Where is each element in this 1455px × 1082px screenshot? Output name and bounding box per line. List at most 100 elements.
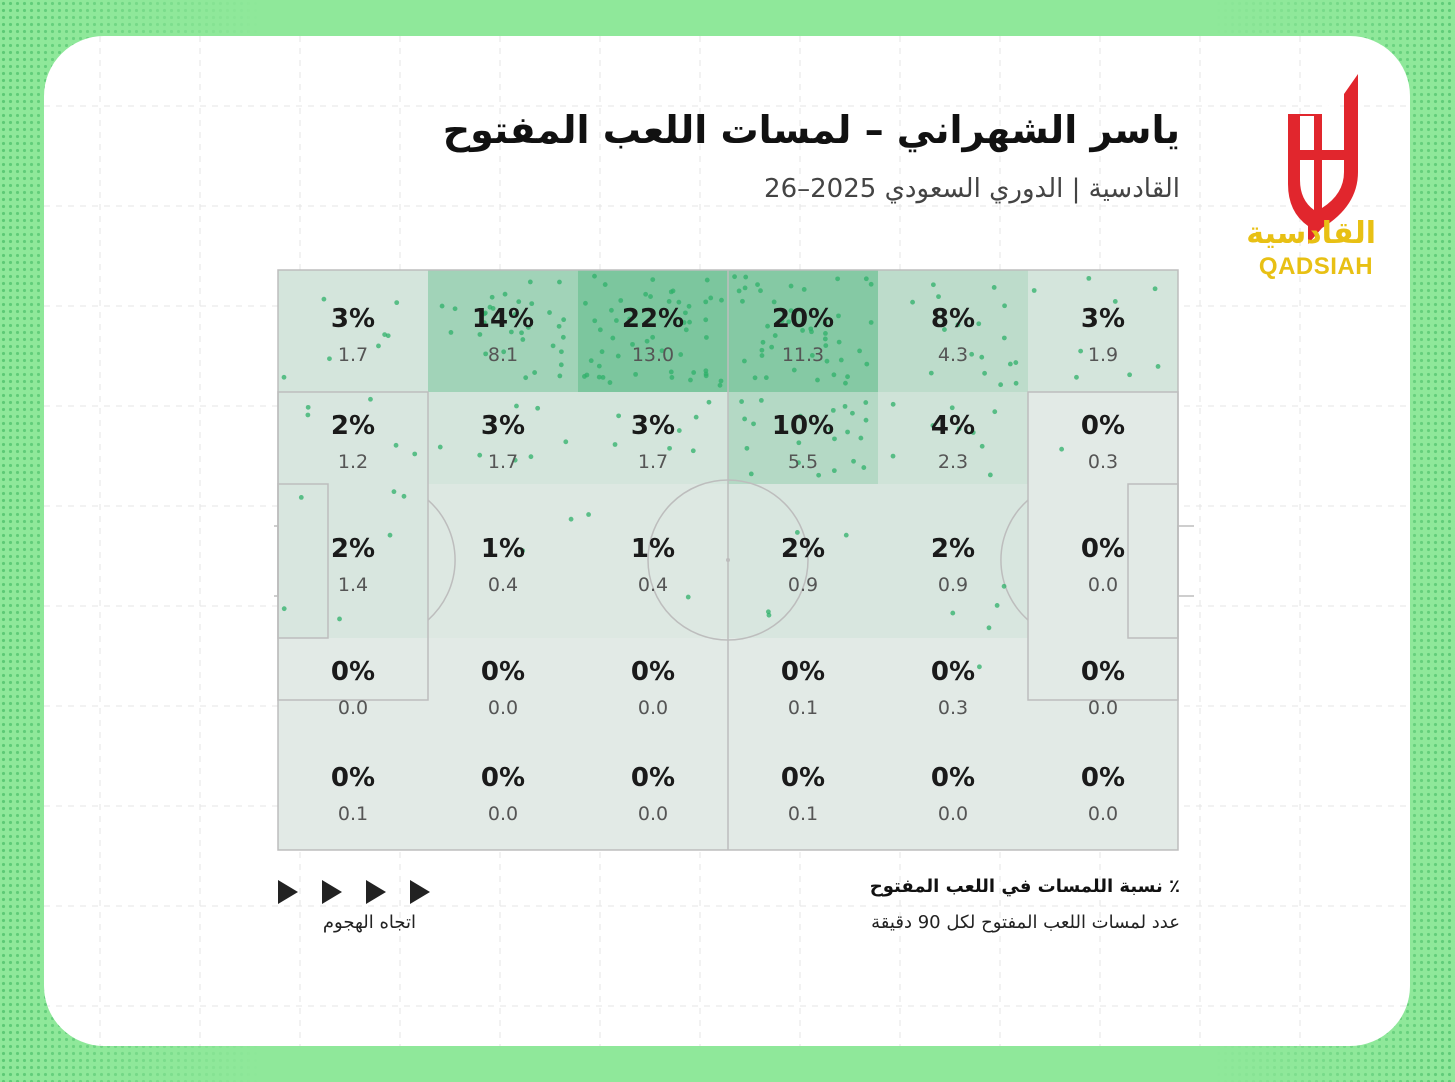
touch-dot	[796, 460, 801, 466]
cell-percentage: 3%	[331, 304, 375, 334]
touch-dot	[788, 308, 794, 313]
touch-dot	[868, 281, 874, 287]
touch-dot	[670, 288, 676, 294]
touch-dot	[659, 348, 665, 354]
touch-dot	[808, 326, 814, 332]
touch-dot	[831, 468, 837, 474]
touch-dot	[683, 310, 688, 316]
touch-dot	[758, 288, 763, 294]
touch-dot	[704, 277, 710, 283]
touch-dot	[836, 313, 841, 319]
touch-dot	[744, 445, 750, 451]
touch-dot	[928, 370, 934, 376]
cell-percentage: 0%	[1081, 534, 1125, 564]
heatmap-cell	[278, 730, 428, 850]
touch-dot	[857, 348, 862, 354]
touch-dot	[706, 399, 712, 405]
page-title: ياسر الشهراني – لمسات اللعب المفتوح	[442, 108, 1180, 152]
touch-dot	[676, 299, 682, 305]
touch-dot	[627, 316, 633, 322]
touch-dot	[483, 351, 489, 357]
touch-dot	[609, 307, 614, 313]
touch-dot	[845, 374, 850, 380]
cell-per90: 0.0	[1088, 574, 1118, 596]
touch-dot	[740, 298, 745, 304]
cell-per90: 0.0	[338, 697, 368, 719]
touch-dot	[801, 287, 807, 292]
heatmap-cell	[428, 392, 578, 484]
cell-percentage: 0%	[631, 657, 675, 687]
touch-dot	[755, 282, 760, 287]
touch-dot	[863, 276, 869, 282]
touch-dot	[532, 370, 538, 375]
touch-dot	[863, 417, 869, 423]
touch-dot	[644, 338, 650, 344]
cell-percentage: 1%	[481, 534, 525, 564]
touch-dot	[703, 368, 709, 374]
touch-dot	[976, 321, 982, 327]
heatmap-cell	[428, 730, 578, 850]
touch-dot	[528, 454, 534, 460]
heatmap-cell	[1028, 270, 1178, 392]
touch-dot	[592, 318, 598, 324]
cell-percentage: 10%	[772, 411, 834, 441]
touch-dot	[648, 294, 653, 299]
cell-percentage: 0%	[481, 763, 525, 793]
touch-dot	[796, 440, 802, 446]
cell-per90: 0.3	[938, 697, 968, 719]
touch-dot	[650, 277, 656, 283]
touch-dot	[831, 372, 837, 378]
cell-per90: 4.3	[938, 344, 968, 366]
touch-dot	[690, 448, 696, 454]
touch-dot	[1001, 335, 1007, 341]
cell-per90: 1.9	[1088, 344, 1118, 366]
heatmap-cell	[1028, 484, 1178, 638]
heatmap-cell	[578, 730, 728, 850]
touch-dot	[955, 322, 961, 328]
touch-dot	[786, 319, 792, 325]
cell-percentage: 2%	[781, 534, 825, 564]
touch-dot	[890, 453, 896, 459]
touch-dot	[393, 442, 399, 448]
touch-dot	[703, 317, 709, 323]
touch-dot	[281, 374, 287, 380]
touch-dot	[633, 371, 639, 377]
touch-dot	[823, 343, 829, 349]
heatmap-cell	[578, 392, 728, 484]
touch-dot	[613, 318, 619, 323]
touch-dot	[732, 274, 737, 280]
touch-dot	[794, 530, 800, 535]
cell-percentage: 0%	[1081, 763, 1125, 793]
touch-dot	[683, 327, 689, 333]
touch-dot	[439, 303, 445, 309]
touch-dot	[643, 291, 649, 297]
touch-dot	[668, 369, 674, 375]
penalty-arc-left	[427, 499, 456, 621]
touch-dot	[758, 397, 764, 403]
legend-subtitle: عدد لمسات اللعب المفتوح لكل 90 دقيقة	[871, 912, 1180, 933]
touch-dot	[394, 300, 400, 306]
touch-dot	[337, 616, 342, 622]
touch-dot	[843, 532, 849, 538]
cell-percentage: 1%	[631, 534, 675, 564]
touch-dot	[558, 349, 564, 355]
touch-dot	[321, 296, 327, 302]
touch-dot	[843, 380, 848, 386]
touch-dot	[998, 382, 1004, 388]
goal-right	[1177, 525, 1194, 597]
touch-dot	[327, 356, 332, 362]
touch-dot	[523, 375, 529, 381]
touch-dot	[501, 349, 507, 355]
cell-per90: 0.1	[788, 697, 818, 719]
cell-percentage: 0%	[481, 657, 525, 687]
touch-dot	[942, 327, 947, 332]
touch-dot	[563, 439, 569, 445]
touch-dot	[769, 344, 775, 350]
touch-dot	[824, 358, 830, 364]
touch-dot	[763, 375, 769, 381]
arrow-right-icon	[322, 880, 342, 904]
touch-dot	[845, 429, 850, 435]
touch-dot	[1152, 286, 1158, 292]
heatmap-cell	[1028, 730, 1178, 850]
cell-percentage: 3%	[631, 411, 675, 441]
